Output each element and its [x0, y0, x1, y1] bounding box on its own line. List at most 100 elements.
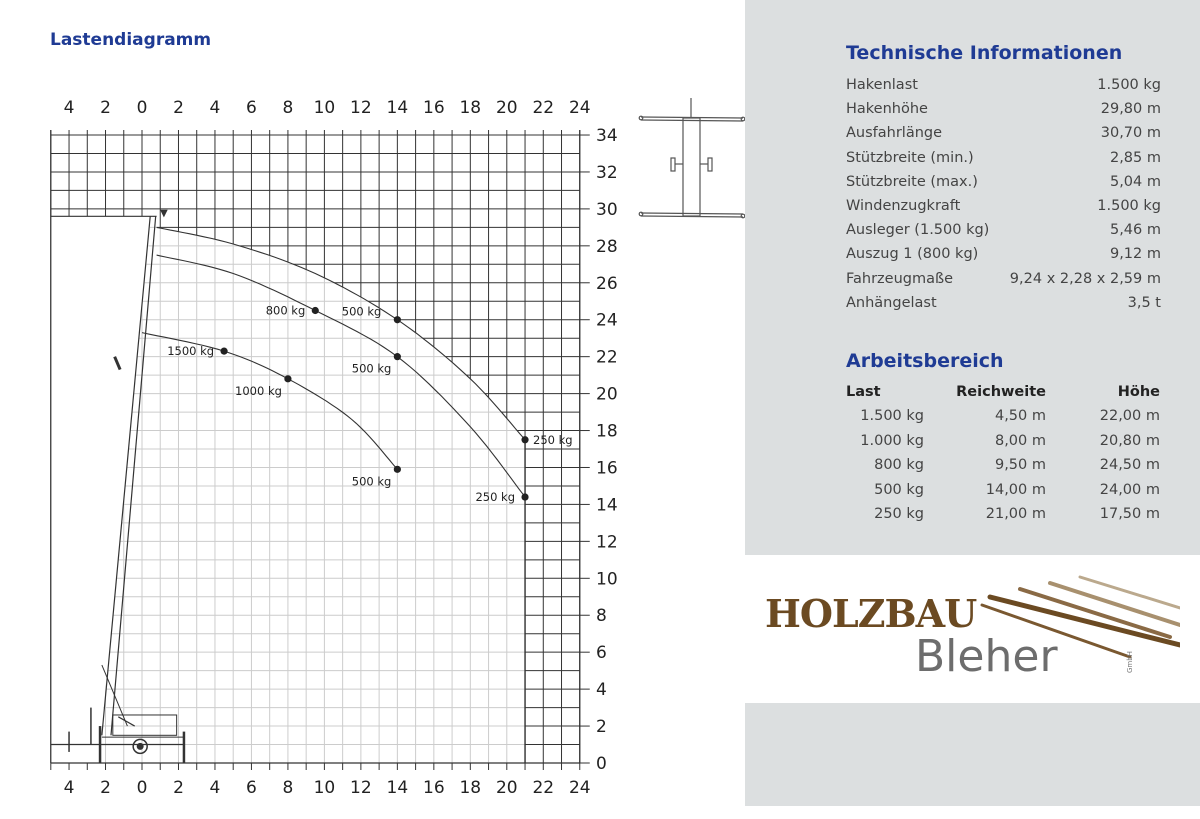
table-cell: 800 kg: [874, 457, 924, 474]
load-point: [521, 493, 529, 501]
x-tick-label-bottom: 2: [173, 778, 184, 798]
column-header: Reichweite: [956, 384, 1046, 400]
table-row: 800 kg 9,50 m 24,50 m: [846, 453, 1160, 477]
x-tick-label-top: 22: [532, 98, 554, 118]
y-tick-label: 32: [596, 163, 618, 183]
table-row: 1.000 kg 8,00 m 20,80 m: [846, 429, 1160, 453]
x-tick-label-top: 20: [496, 98, 518, 118]
table-cell: 24,00 m: [1099, 481, 1160, 498]
y-tick-label: 28: [596, 237, 618, 257]
page-title: Lastendiagramm: [50, 30, 212, 50]
crane-part: [110, 216, 157, 736]
work-area-heading: Arbeitsbereich: [846, 350, 1004, 372]
crane-side-icon: [50, 209, 186, 763]
load-label: 1000 kg: [235, 384, 282, 398]
y-tick-label: 8: [596, 606, 607, 626]
tech-info-value: 9,12 m: [1109, 246, 1161, 263]
table-row: 1.500 kg 4,50 m 22,00 m: [846, 404, 1160, 428]
crane-part: [113, 356, 122, 371]
load-curves: 500 kg 250 kg 800 kg 500 kg 250 kg 1500 kg 100…: [141, 226, 573, 504]
x-tick-label-bottom: 16: [423, 778, 445, 798]
logo-bleher: Bleher: [915, 631, 1058, 682]
work-area-table: Last Reichweite Höhe 1.500 kg 4,50 m 22,00 m 1…: [846, 380, 1160, 526]
y-tick-label: 18: [596, 422, 618, 442]
crane-part: [112, 714, 178, 736]
table-cell: 9,50 m: [994, 457, 1046, 474]
x-tick-label-top: 10: [314, 98, 336, 118]
y-tick-label: 20: [596, 385, 618, 405]
crane-part: [101, 216, 151, 736]
x-tick-label-top: 4: [64, 98, 75, 118]
table-cell: 1.000 kg: [860, 432, 924, 449]
x-tick-label-top: 14: [387, 98, 409, 118]
x-tick-label-bottom: 4: [210, 778, 221, 798]
load-point: [393, 316, 401, 324]
technical-info-panel: Technische Informationen Hakenlast 1.500 …: [745, 0, 1200, 555]
tech-info-label: Auszug 1 (800 kg): [846, 246, 979, 263]
column-header: Höhe: [1117, 384, 1160, 400]
y-tick-label: 14: [596, 495, 618, 515]
x-tick-label-top: 2: [173, 98, 184, 118]
tech-info-label: Hakenhöhe: [846, 101, 928, 118]
load-chart: 4422002244668810101212141416161818202022…: [50, 98, 745, 798]
y-tick-label: 0: [596, 754, 607, 774]
tech-info-row: Hakenhöhe 29,80 m: [846, 97, 1161, 121]
x-tick-label-top: 24: [569, 98, 591, 118]
tech-info-row: Auszug 1 (800 kg) 9,12 m: [846, 242, 1161, 266]
y-tick-label: 12: [596, 532, 618, 552]
x-tick-label-top: 0: [137, 98, 148, 118]
column-header: Last: [846, 384, 881, 400]
table-row: 250 kg 21,00 m 17,50 m: [846, 502, 1160, 526]
x-tick-label-top: 8: [283, 98, 294, 118]
tech-info-value: 2,85 m: [1109, 149, 1161, 166]
load-point: [284, 375, 292, 383]
load-curve: [156, 254, 526, 498]
tech-info-heading: Technische Informationen: [846, 42, 1123, 64]
y-tick-label: 4: [596, 680, 607, 700]
table-cell: 250 kg: [874, 505, 924, 522]
tech-info-label: Stützbreite (max.): [846, 173, 978, 190]
load-label: 250 kg: [533, 433, 573, 447]
load-label: 250 kg: [475, 490, 515, 504]
tech-info-row: Ausleger (1.500 kg) 5,46 m: [846, 218, 1161, 242]
tech-info-row: Fahrzeugmaße 9,24 x 2,28 x 2,59 m: [846, 267, 1161, 291]
crane-part: [101, 664, 128, 727]
hook-icon: [160, 209, 168, 218]
tech-info-label: Ausfahrlänge: [846, 125, 943, 142]
tech-info-row: Stützbreite (max.) 5,04 m: [846, 170, 1161, 194]
y-tick-label: 10: [596, 569, 618, 589]
load-curve: [156, 226, 526, 441]
tech-info-value: 5,04 m: [1109, 173, 1161, 190]
x-tick-label-top: 2: [100, 98, 111, 118]
x-tick-label-top: 12: [350, 98, 372, 118]
x-tick-label-bottom: 14: [387, 778, 409, 798]
x-tick-label-bottom: 10: [314, 778, 336, 798]
x-tick-label-top: 16: [423, 98, 445, 118]
table-cell: 8,00 m: [994, 432, 1046, 449]
table-cell: 14,00 m: [985, 481, 1046, 498]
tech-info-row: Windenzugkraft 1.500 kg: [846, 194, 1161, 218]
y-tick-label: 30: [596, 200, 618, 220]
x-tick-label-top: 18: [459, 98, 481, 118]
light-grid: [50, 130, 581, 764]
tech-info-value: 29,80 m: [1100, 101, 1161, 118]
tech-info-value: 3,5 t: [1127, 294, 1161, 311]
logo-gmbh: GmbH: [1126, 651, 1134, 673]
tech-info-value: 30,70 m: [1100, 125, 1161, 142]
x-tick-label-bottom: 6: [246, 778, 257, 798]
x-tick-label-bottom: 12: [350, 778, 372, 798]
load-point: [393, 353, 401, 361]
x-tick-label-top: 4: [210, 98, 221, 118]
load-label: 500 kg: [342, 305, 382, 319]
tech-info-label: Anhängelast: [846, 294, 937, 311]
tech-info-value: 1.500 kg: [1097, 197, 1161, 214]
tech-info-value: 1.500 kg: [1097, 77, 1161, 93]
y-tick-label: 24: [596, 311, 618, 331]
x-tick-label-bottom: 22: [532, 778, 554, 798]
tech-info-label: Fahrzeugmaße: [846, 270, 954, 287]
table-cell: 22,00 m: [1099, 408, 1160, 425]
table-cell: 21,00 m: [985, 505, 1046, 522]
x-tick-label-bottom: 4: [64, 778, 75, 798]
tech-info-value: 9,24 x 2,28 x 2,59 m: [1009, 270, 1161, 287]
table-cell: 500 kg: [874, 481, 924, 498]
